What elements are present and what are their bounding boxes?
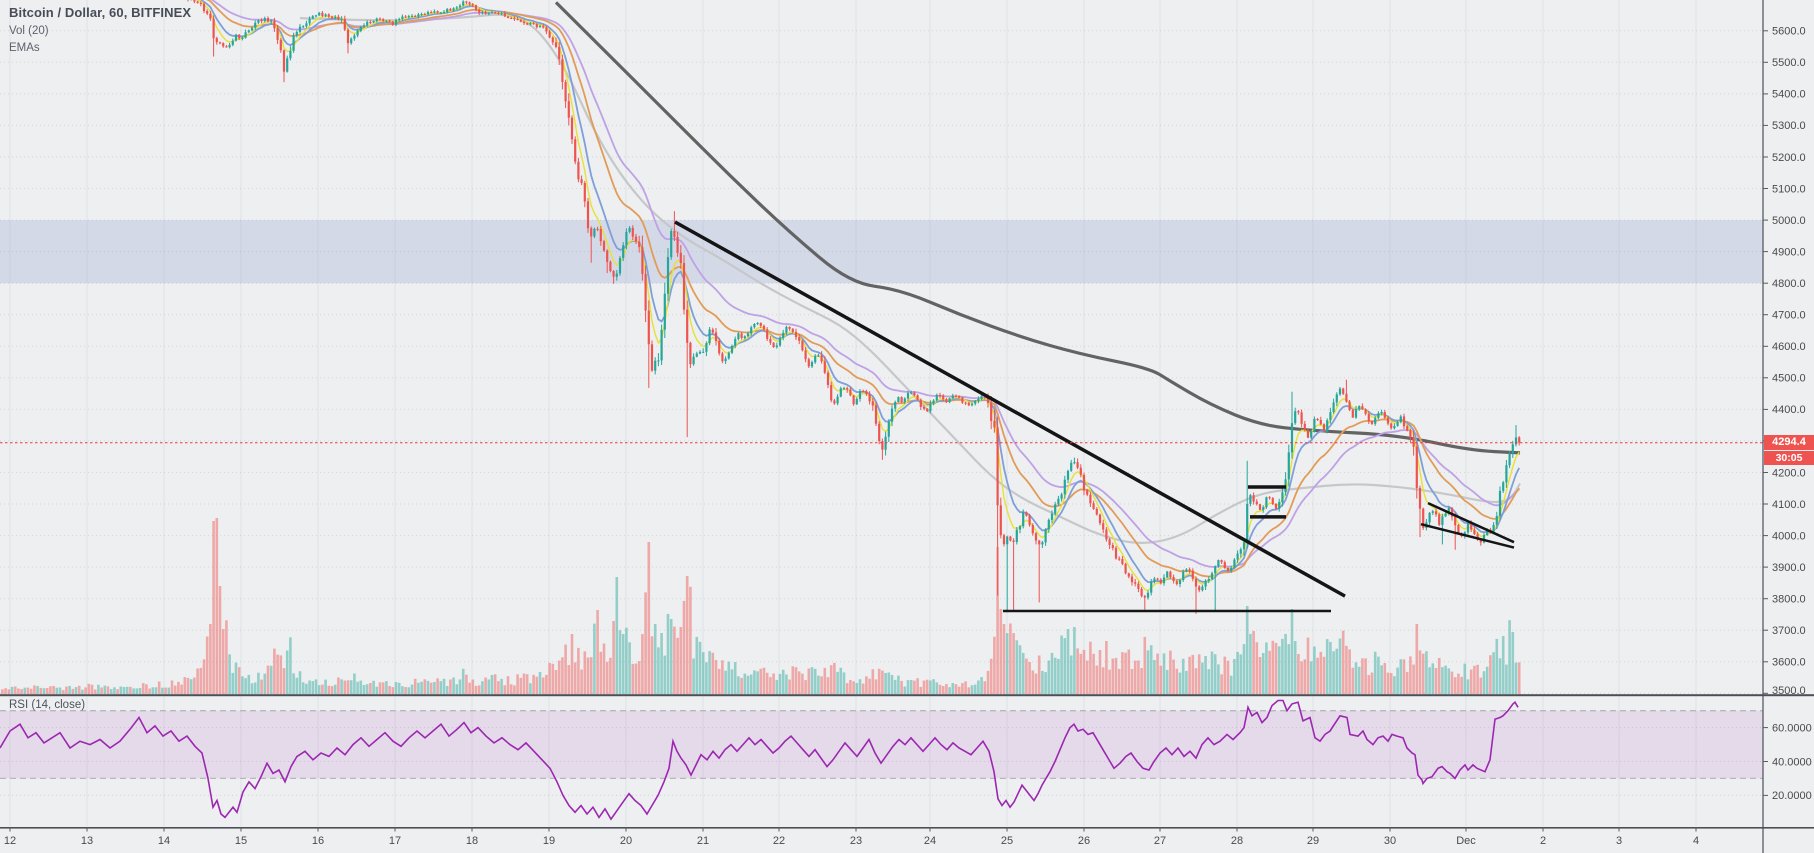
svg-text:13: 13 [81, 835, 93, 847]
svg-text:4000.0: 4000.0 [1772, 530, 1806, 542]
svg-text:15: 15 [235, 835, 247, 847]
svg-text:5000.0: 5000.0 [1772, 215, 1806, 227]
svg-text:19: 19 [543, 835, 555, 847]
symbol-title[interactable]: Bitcoin / Dollar, 60, BITFINEX [9, 5, 192, 20]
svg-text:3900.0: 3900.0 [1772, 562, 1806, 574]
bar-countdown-badge: 30:05 [1764, 451, 1814, 465]
svg-text:4400.0: 4400.0 [1772, 404, 1806, 416]
svg-text:5400.0: 5400.0 [1772, 89, 1806, 101]
svg-text:5100.0: 5100.0 [1772, 183, 1806, 195]
price-zone-band[interactable] [0, 220, 1763, 284]
svg-text:18: 18 [466, 835, 478, 847]
svg-text:4600.0: 4600.0 [1772, 341, 1806, 353]
svg-text:12: 12 [4, 835, 16, 847]
descending-trendline[interactable] [674, 220, 1346, 598]
price-axis[interactable]: 5600.0 5500.0 5400.0 5300.0 5200.0 5100.0 5000… [1763, 26, 1806, 697]
svg-text:60.0000: 60.0000 [1772, 722, 1812, 734]
svg-text:3800.0: 3800.0 [1772, 594, 1806, 606]
svg-text:4700.0: 4700.0 [1772, 310, 1806, 322]
svg-text:2: 2 [1540, 835, 1546, 847]
falling-wedge-upper-line[interactable] [1427, 501, 1515, 544]
svg-text:17: 17 [389, 835, 401, 847]
rsi-pane[interactable] [0, 699, 1763, 821]
volume-bars [1, 518, 1521, 694]
ema-purple [210, 0, 1520, 568]
trend-drawings [674, 220, 1515, 613]
svg-text:26: 26 [1078, 835, 1090, 847]
svg-text:4100.0: 4100.0 [1772, 499, 1806, 511]
time-axis[interactable]: 12 13 14 15 16 17 18 19 20 21 22 23 24 25 26 27 28 29 30 De… [4, 827, 1699, 847]
svg-text:5200.0: 5200.0 [1772, 152, 1806, 164]
svg-text:22: 22 [773, 835, 785, 847]
svg-text:3700.0: 3700.0 [1772, 625, 1806, 637]
svg-text:21: 21 [697, 835, 709, 847]
svg-text:3500.0: 3500.0 [1772, 685, 1806, 697]
falling-wedge-lower-line[interactable] [1420, 522, 1515, 549]
svg-text:4: 4 [1693, 835, 1699, 847]
rsi-band [0, 710, 1763, 779]
rsi-line [0, 699, 1519, 821]
svg-text:16: 16 [312, 835, 324, 847]
svg-text:20: 20 [620, 835, 632, 847]
svg-text:27: 27 [1154, 835, 1166, 847]
pane-separator[interactable] [0, 694, 1814, 697]
rsi-indicator-label[interactable]: RSI (14, close) [9, 699, 86, 711]
svg-text:5500.0: 5500.0 [1772, 57, 1806, 69]
svg-text:3: 3 [1616, 835, 1622, 847]
svg-text:4200.0: 4200.0 [1772, 467, 1806, 479]
ma-light-gray [299, 13, 1521, 544]
svg-text:40.0000: 40.0000 [1772, 756, 1812, 768]
svg-text:24: 24 [924, 835, 936, 847]
svg-text:4900.0: 4900.0 [1772, 246, 1806, 258]
svg-text:29: 29 [1307, 835, 1319, 847]
svg-text:4500.0: 4500.0 [1772, 373, 1806, 385]
volume-indicator-label[interactable]: Vol (20) [9, 25, 49, 38]
svg-text:3600.0: 3600.0 [1772, 657, 1806, 669]
rsi-axis[interactable]: 60.0000 40.0000 20.0000 [1763, 722, 1812, 802]
svg-text:14: 14 [158, 835, 170, 847]
svg-text:5300.0: 5300.0 [1772, 120, 1806, 132]
candles [187, 0, 1521, 614]
svg-text:20.0000: 20.0000 [1772, 790, 1812, 802]
svg-text:30: 30 [1384, 835, 1396, 847]
last-price-badge: 4294.4 [1764, 435, 1814, 450]
emas-indicator-label[interactable]: EMAs [9, 41, 40, 54]
svg-text:Dec: Dec [1456, 835, 1476, 847]
svg-text:25: 25 [1001, 835, 1013, 847]
chart-legend: Bitcoin / Dollar, 60, BITFINEX Vol (20) … [9, 5, 191, 55]
svg-text:23: 23 [850, 835, 862, 847]
svg-text:4800.0: 4800.0 [1772, 278, 1806, 290]
svg-text:28: 28 [1231, 835, 1243, 847]
svg-text:5600.0: 5600.0 [1772, 26, 1806, 38]
time-axis-separator [0, 827, 1814, 829]
